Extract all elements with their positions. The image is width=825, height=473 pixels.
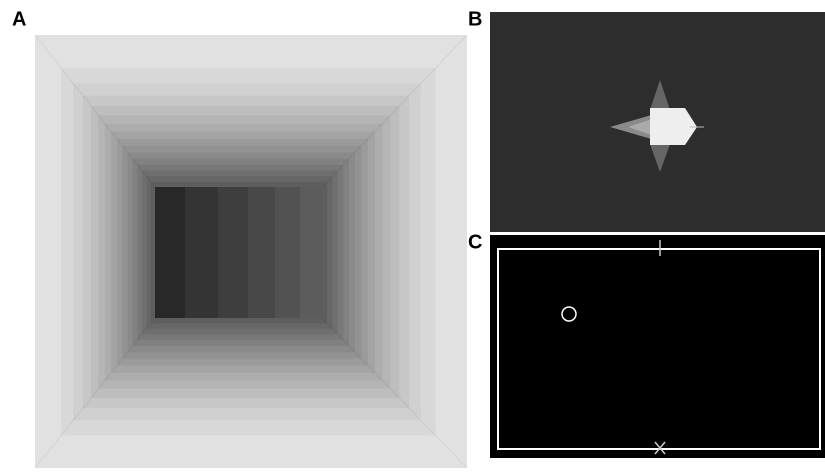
- tunnel-wall: [248, 187, 275, 318]
- arena-panel: [490, 235, 825, 458]
- panel-label: B: [468, 8, 482, 30]
- tunnel-wall: [300, 187, 322, 318]
- page: A B C (() => { const data = JSON.parse(d…: [0, 0, 825, 468]
- tunnel-wall: [275, 187, 300, 318]
- tunnel-wall: [155, 187, 185, 318]
- panel-label: C: [468, 231, 482, 253]
- tunnel-wall: [185, 187, 218, 318]
- tunnel-wall: [218, 187, 248, 318]
- figure: A B C: [0, 0, 825, 468]
- panel-label: A: [12, 8, 26, 30]
- tunnel-panel: [35, 35, 467, 468]
